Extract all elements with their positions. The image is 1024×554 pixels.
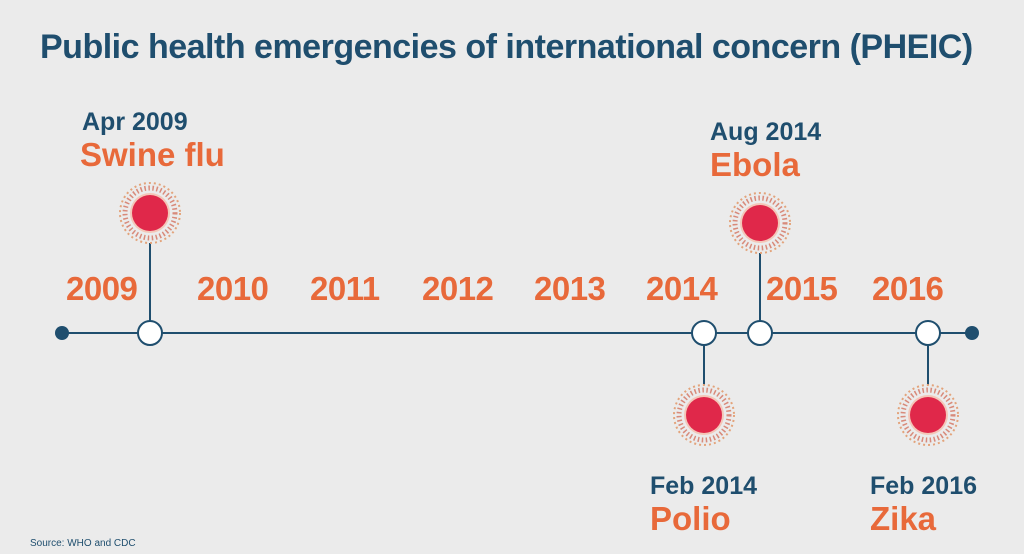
marker-swine-flu xyxy=(137,320,163,346)
source-note: Source: WHO and CDC xyxy=(30,538,136,549)
virus-icon xyxy=(730,193,790,253)
year-label: 2015 xyxy=(766,270,838,307)
marker-ebola xyxy=(747,320,773,346)
virus-icon xyxy=(898,385,958,445)
year-label: 2014 xyxy=(646,270,718,307)
event-name-polio: Polio xyxy=(650,500,731,537)
marker-zika xyxy=(915,320,941,346)
event-name-zika: Zika xyxy=(870,500,937,537)
year-label: 2009 xyxy=(66,270,138,307)
year-label: 2012 xyxy=(422,270,494,307)
year-label: 2016 xyxy=(872,270,944,307)
virus-icon xyxy=(120,183,180,243)
year-label: 2013 xyxy=(534,270,606,307)
year-label: 2010 xyxy=(197,270,269,307)
marker-polio xyxy=(691,320,717,346)
event-date-polio: Feb 2014 xyxy=(650,472,758,500)
timeline-end-dot xyxy=(965,326,979,340)
event-name-swine-flu: Swine flu xyxy=(80,136,225,173)
timeline-start-dot xyxy=(55,326,69,340)
event-name-ebola: Ebola xyxy=(710,146,800,183)
event-date-zika: Feb 2016 xyxy=(870,472,978,500)
year-label: 2011 xyxy=(310,270,380,307)
event-date-swine-flu: Apr 2009 xyxy=(82,108,188,136)
page-title: Public health emergencies of internation… xyxy=(40,28,973,66)
virus-icon xyxy=(674,385,734,445)
event-date-ebola: Aug 2014 xyxy=(710,118,822,146)
